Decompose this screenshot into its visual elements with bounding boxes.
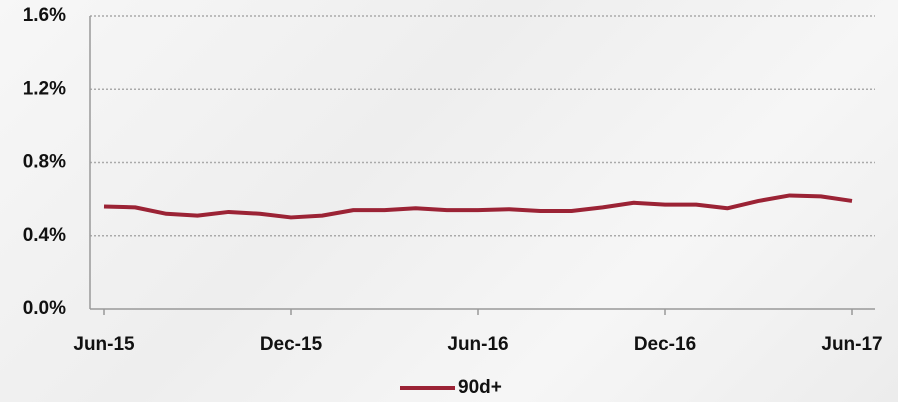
- x-tick-label: Jun-17: [821, 334, 882, 355]
- x-tick-label: Dec-15: [260, 334, 323, 355]
- y-tick-label: 0.8%: [23, 152, 66, 173]
- legend-label: 90d+: [458, 377, 502, 398]
- x-tick-label: Jun-16: [447, 334, 508, 355]
- x-tick-label: Jun-15: [73, 334, 135, 355]
- line: [103, 193, 853, 220]
- y-tick-label: 1.2%: [23, 78, 66, 99]
- y-tick-label: 0.4%: [23, 225, 66, 246]
- x-tick-label: Dec-16: [634, 334, 696, 355]
- y-tick-label: 0.0%: [23, 298, 66, 319]
- y-tick-label: 1.6%: [23, 5, 66, 26]
